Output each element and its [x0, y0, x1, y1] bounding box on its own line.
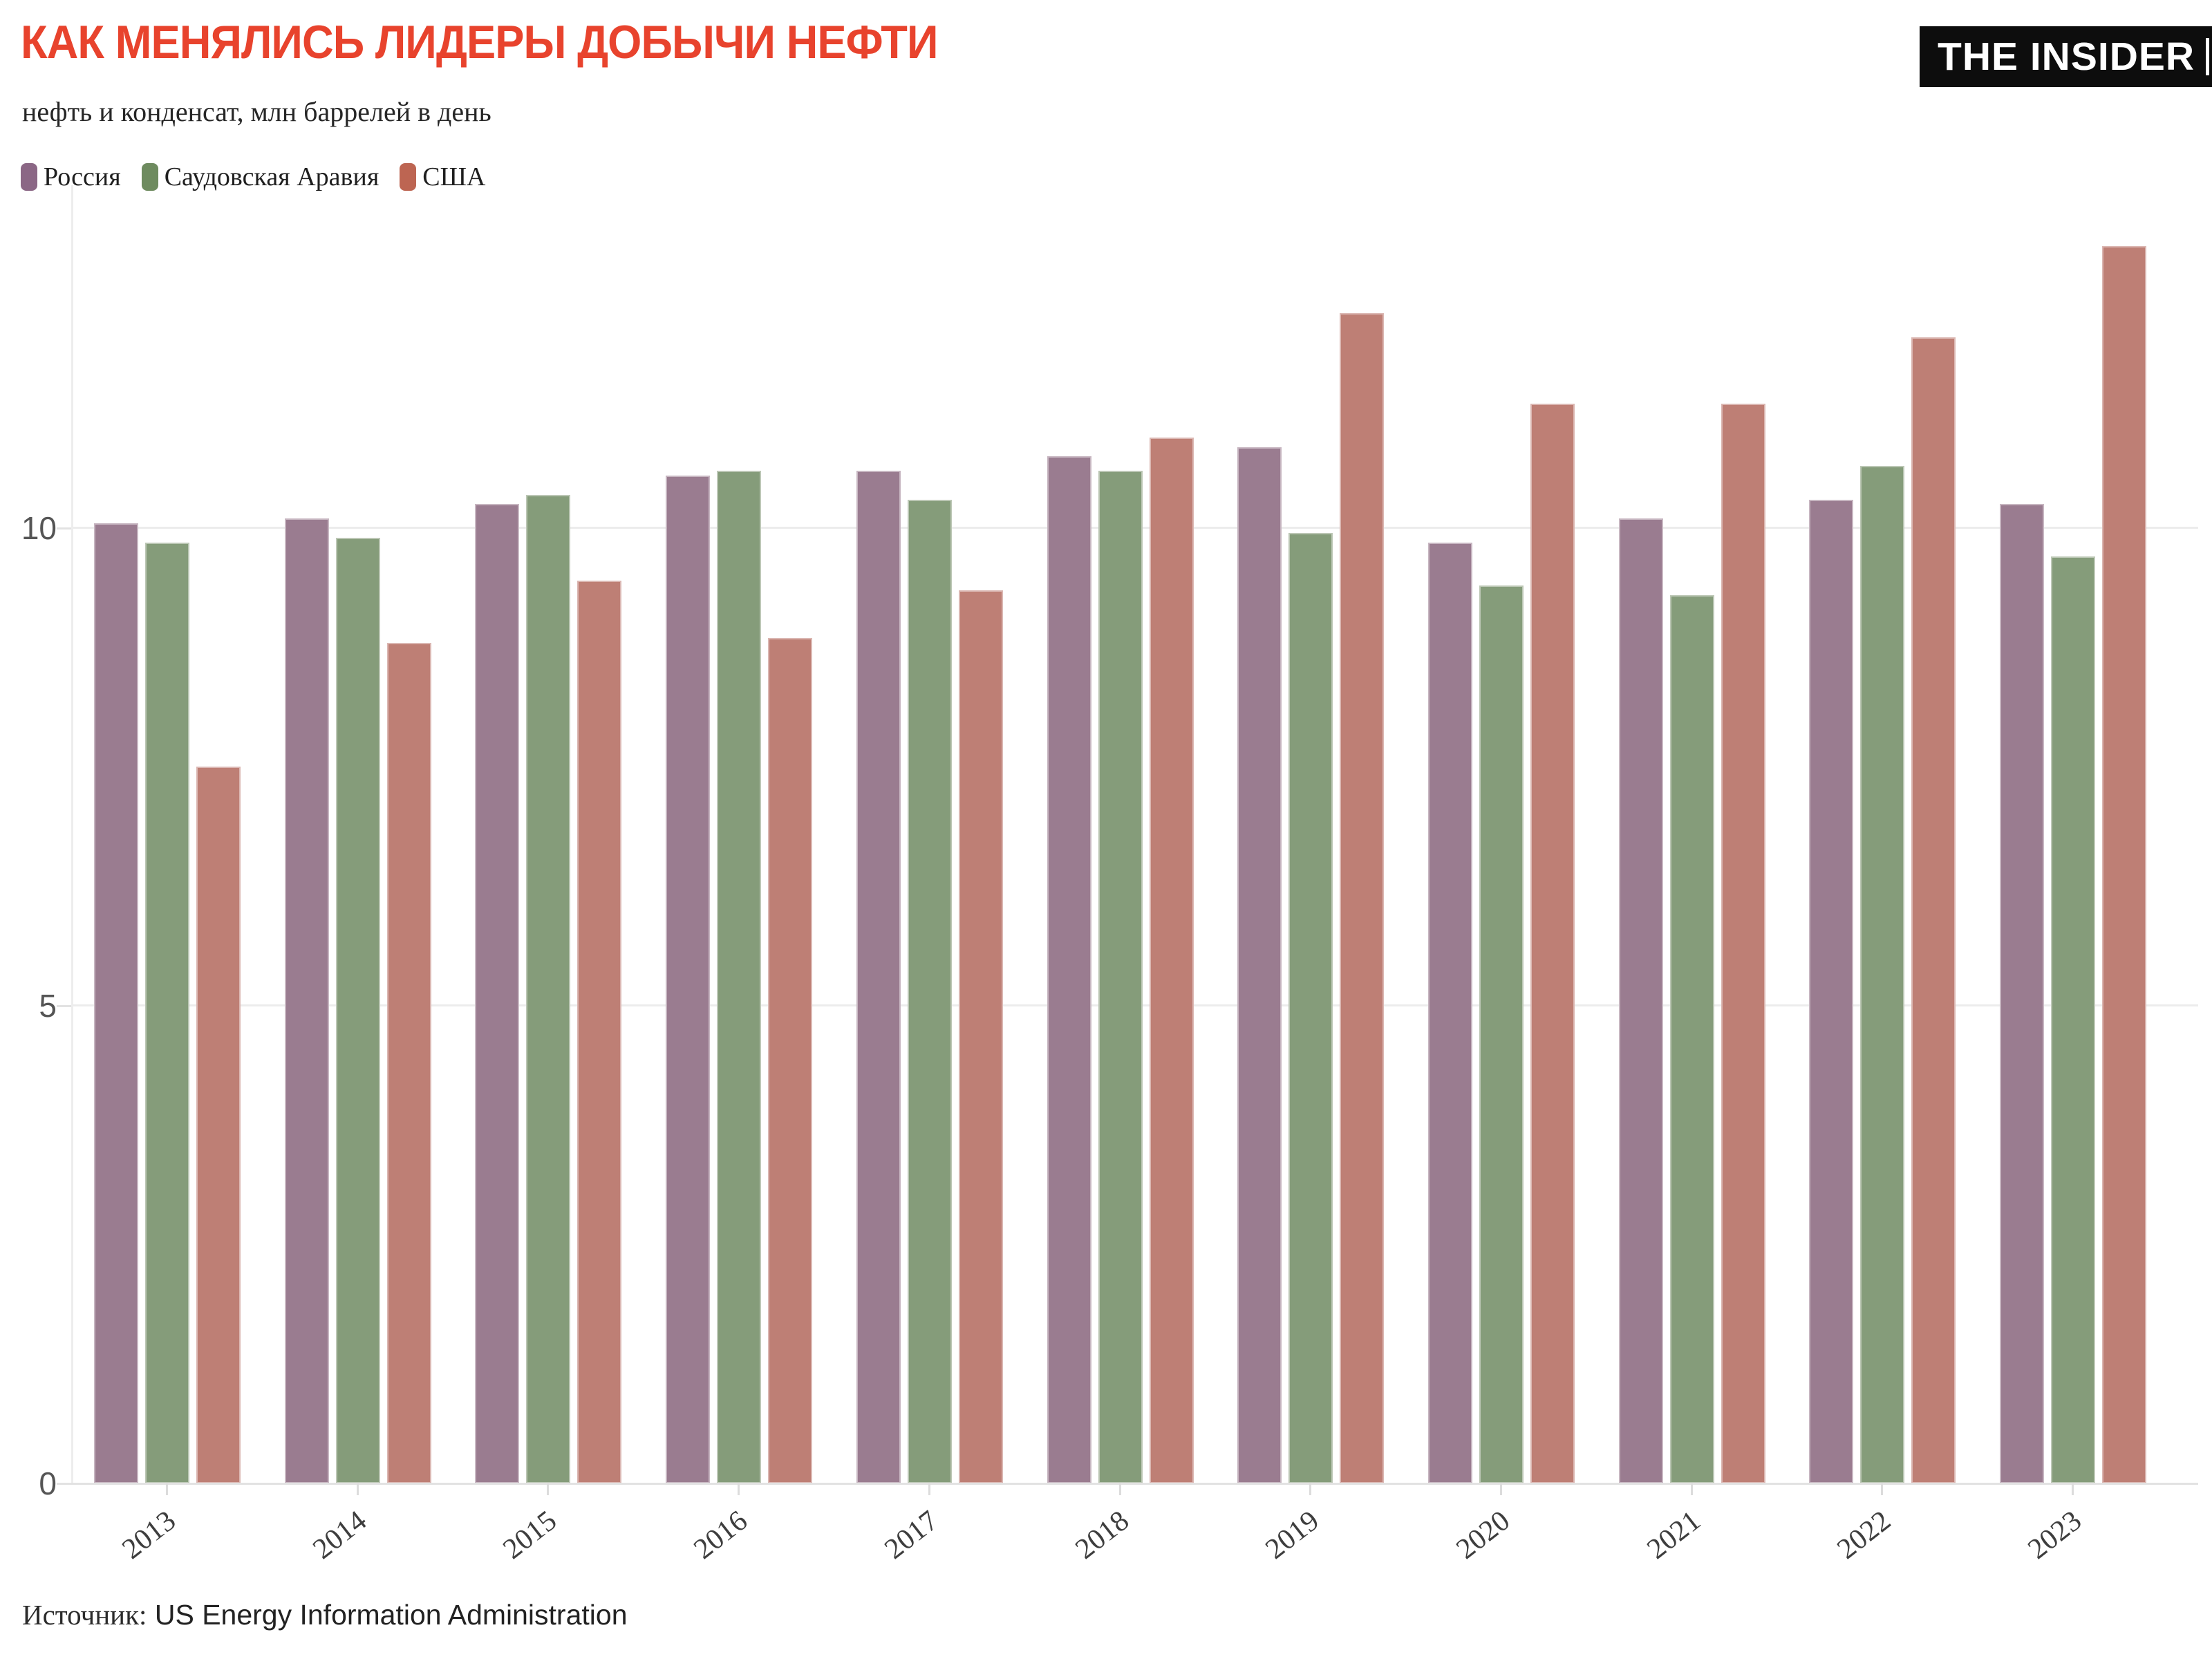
- x-axis-tick-2016: [738, 1483, 740, 1495]
- legend-label-usa: США: [422, 162, 486, 191]
- bar-саудовская-аравия-2013: [145, 543, 189, 1483]
- bar-саудовская-аравия-2023: [2051, 556, 2095, 1483]
- bar-group-2020: [1427, 404, 1575, 1483]
- x-axis-label-2023: 2023: [2022, 1504, 2088, 1566]
- x-axis-tick-2022: [1881, 1483, 1884, 1495]
- bar-саудовская-аравия-2020: [1479, 585, 1524, 1483]
- x-axis-tick-2019: [1309, 1483, 1312, 1495]
- bar-россия-2019: [1237, 447, 1282, 1483]
- bar-россия-2015: [475, 504, 520, 1483]
- bar-group-2023: [2000, 246, 2146, 1483]
- x-axis-label-2022: 2022: [1831, 1504, 1897, 1566]
- x-axis-label-2019: 2019: [1259, 1504, 1326, 1566]
- x-axis-tick-2018: [1118, 1483, 1121, 1495]
- x-axis-label-2013: 2013: [116, 1504, 182, 1566]
- bar-сша-2016: [768, 638, 813, 1483]
- bar-саудовская-аравия-2014: [335, 538, 380, 1483]
- y-axis-label-5: 5: [39, 988, 57, 1024]
- bar-россия-2017: [856, 471, 901, 1483]
- bar-саудовская-аравия-2019: [1288, 533, 1333, 1483]
- bar-саудовская-аравия-2017: [907, 500, 952, 1483]
- legend-item-saudi-arabia: Саудовская Аравия: [141, 162, 379, 192]
- bar-сша-2021: [1721, 404, 1765, 1483]
- x-axis-tick-2015: [547, 1483, 550, 1495]
- bar-сша-2023: [2102, 246, 2146, 1483]
- bar-россия-2013: [94, 523, 138, 1483]
- bar-сша-2018: [1149, 438, 1194, 1483]
- bar-сша-2019: [1340, 313, 1385, 1483]
- bar-сша-2020: [1530, 404, 1575, 1483]
- chart-subtitle: нефть и конденсат, млн баррелей в день: [22, 96, 491, 127]
- x-axis-label-2016: 2016: [688, 1504, 754, 1566]
- legend-swatch-usa: [400, 163, 417, 191]
- x-axis-tick-2017: [928, 1483, 930, 1495]
- bar-россия-2014: [284, 518, 329, 1483]
- legend-swatch-russia: [21, 163, 37, 191]
- bar-саудовская-аравия-2021: [1669, 595, 1714, 1483]
- logo-text: THE INSIDER: [1938, 35, 2195, 79]
- the-insider-logo: THE INSIDER: [1920, 26, 2212, 87]
- y-axis-label-10: 10: [21, 510, 57, 546]
- legend-label-russia: Россия: [44, 162, 121, 191]
- x-axis-tick-2021: [1690, 1483, 1693, 1495]
- y-axis-tick-5: [57, 1005, 71, 1007]
- bar-сша-2022: [1911, 337, 1956, 1483]
- bar-сша-2017: [958, 590, 1003, 1483]
- source-label: Источник:: [22, 1599, 147, 1631]
- bar-сша-2014: [386, 643, 431, 1483]
- x-axis-label-2017: 2017: [879, 1504, 944, 1566]
- source-note: Источник: US Energy Information Administ…: [22, 1598, 628, 1631]
- page-title: КАК МЕНЯЛИСЬ ЛИДЕРЫ ДОБЫЧИ НЕФТИ: [21, 16, 938, 68]
- legend-item-usa: США: [400, 162, 485, 192]
- bar-россия-2016: [666, 476, 711, 1483]
- x-axis-label-2018: 2018: [1069, 1504, 1135, 1566]
- x-axis-label-2021: 2021: [1641, 1504, 1707, 1566]
- bar-сша-2015: [577, 581, 622, 1483]
- bar-group-2013: [94, 523, 241, 1483]
- bar-group-2016: [666, 471, 813, 1483]
- x-axis-tick-2020: [1499, 1483, 1502, 1495]
- y-axis-tick-0: [57, 1483, 71, 1485]
- bar-саудовская-аравия-2015: [526, 495, 571, 1483]
- bar-chart: 0 5 10 2013 2014 2015 2016 2017 2018 2019 2020 2021…: [21, 185, 2198, 1566]
- bar-group-2021: [1618, 404, 1765, 1483]
- chart-legend: Россия Саудовская Аравия США: [21, 162, 506, 192]
- legend-item-russia: Россия: [21, 162, 121, 192]
- logo-cursor-bar: [2206, 38, 2210, 75]
- bar-саудовская-аравия-2022: [1860, 466, 1905, 1483]
- bar-россия-2020: [1427, 543, 1472, 1483]
- bar-сша-2013: [196, 767, 241, 1483]
- bar-россия-2018: [1047, 456, 1091, 1483]
- y-axis-label-0: 0: [39, 1465, 57, 1501]
- bar-россия-2021: [1618, 518, 1663, 1483]
- legend-label-saudi-arabia: Саудовская Аравия: [164, 162, 379, 191]
- bar-россия-2022: [1809, 500, 1854, 1483]
- bar-саудовская-аравия-2016: [717, 471, 762, 1483]
- x-axis-tick-2014: [356, 1483, 359, 1495]
- bar-group-2022: [1809, 337, 1956, 1483]
- x-axis-line: [71, 1483, 2198, 1485]
- source-value: US Energy Information Administration: [154, 1599, 628, 1631]
- x-axis-tick-2013: [166, 1483, 168, 1495]
- x-axis-label-2020: 2020: [1450, 1504, 1516, 1566]
- bar-group-2019: [1237, 313, 1385, 1483]
- bar-group-2015: [475, 495, 622, 1483]
- x-axis-label-2014: 2014: [307, 1504, 373, 1566]
- x-axis-tick-2023: [2072, 1483, 2074, 1495]
- y-axis-line: [71, 185, 73, 1483]
- legend-swatch-saudi-arabia: [141, 163, 158, 191]
- bar-group-2017: [856, 471, 1003, 1483]
- bar-россия-2023: [2000, 504, 2044, 1483]
- bar-саудовская-аравия-2018: [1098, 471, 1143, 1483]
- y-axis-tick-10: [57, 527, 71, 529]
- x-axis-label-2015: 2015: [497, 1504, 563, 1566]
- bar-group-2014: [284, 518, 431, 1483]
- bar-group-2018: [1047, 438, 1194, 1483]
